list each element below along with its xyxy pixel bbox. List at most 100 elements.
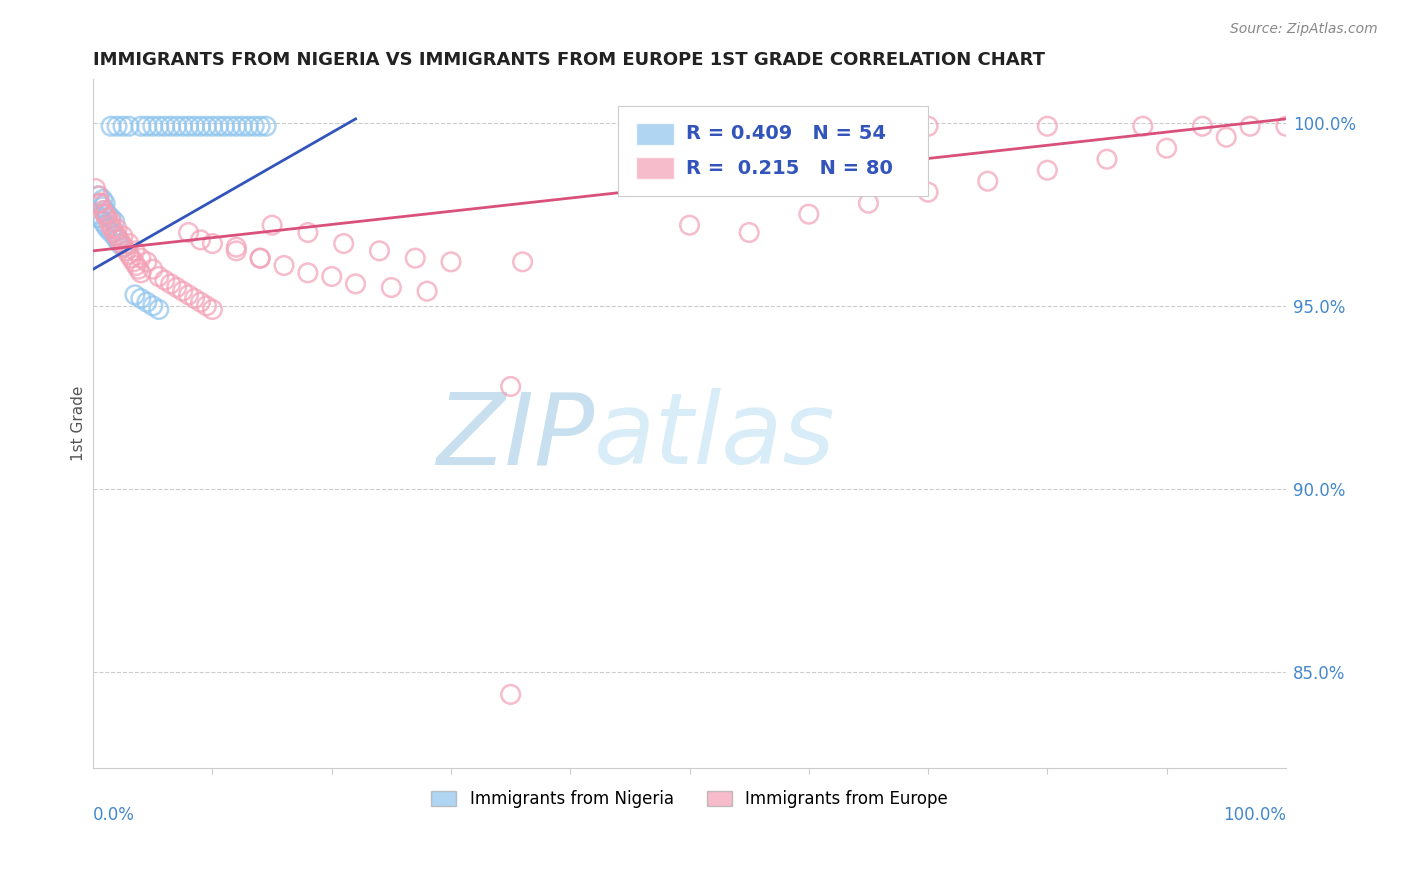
Point <box>122 255 145 269</box>
Point <box>105 222 128 236</box>
Point <box>219 120 242 134</box>
Point <box>917 120 939 134</box>
Point <box>249 251 271 265</box>
Bar <box>636 157 673 179</box>
Point <box>118 247 141 261</box>
Point <box>91 193 114 207</box>
Point <box>153 120 176 134</box>
Point <box>94 196 117 211</box>
Text: IMMIGRANTS FROM NIGERIA VS IMMIGRANTS FROM EUROPE 1ST GRADE CORRELATION CHART: IMMIGRANTS FROM NIGERIA VS IMMIGRANTS FR… <box>93 51 1045 69</box>
Point <box>177 120 200 134</box>
Point <box>344 277 367 291</box>
Point <box>96 207 118 221</box>
Point <box>183 292 205 306</box>
Point <box>112 240 135 254</box>
Point <box>1275 120 1298 134</box>
Point <box>225 244 247 258</box>
Point <box>1239 120 1261 134</box>
Point <box>111 120 134 134</box>
Point <box>201 236 224 251</box>
Point <box>89 196 111 211</box>
Point <box>129 266 152 280</box>
Point <box>91 214 114 228</box>
Point <box>368 244 391 258</box>
Point <box>96 211 118 225</box>
Point <box>440 255 463 269</box>
Point <box>207 120 229 134</box>
Point <box>172 284 194 298</box>
Point <box>172 120 194 134</box>
Point <box>332 236 354 251</box>
Point <box>105 233 128 247</box>
Point <box>159 120 181 134</box>
Point <box>94 218 117 232</box>
Point <box>135 295 157 310</box>
Point <box>129 292 152 306</box>
Point <box>678 218 700 232</box>
Point <box>104 226 127 240</box>
Point <box>91 203 114 218</box>
Point <box>135 120 157 134</box>
Point <box>1156 141 1178 155</box>
Point <box>94 207 117 221</box>
Point <box>297 226 319 240</box>
Point <box>201 120 224 134</box>
Point <box>100 226 122 240</box>
Point <box>166 120 188 134</box>
Point <box>100 120 122 134</box>
Point <box>148 269 170 284</box>
Point <box>129 251 152 265</box>
Point <box>89 211 111 225</box>
Point <box>153 273 176 287</box>
Point <box>183 120 205 134</box>
Point <box>104 214 127 228</box>
Point <box>190 233 212 247</box>
Point <box>94 207 117 221</box>
Point <box>125 259 148 273</box>
Point <box>84 207 107 221</box>
Point <box>111 240 134 254</box>
Point <box>129 120 152 134</box>
Text: R =  0.215   N = 80: R = 0.215 N = 80 <box>686 159 893 178</box>
Point <box>797 207 820 221</box>
Point <box>225 240 247 254</box>
Point <box>89 189 111 203</box>
Point <box>977 174 1000 188</box>
Point <box>249 120 271 134</box>
Point <box>108 233 131 247</box>
Point <box>1036 163 1059 178</box>
Y-axis label: 1st Grade: 1st Grade <box>72 385 86 461</box>
Point <box>243 120 266 134</box>
Point <box>142 120 165 134</box>
Point <box>214 120 236 134</box>
Point <box>201 302 224 317</box>
Point <box>917 185 939 199</box>
Point <box>159 277 181 291</box>
Point <box>177 288 200 302</box>
Point <box>108 236 131 251</box>
Point <box>1095 152 1118 166</box>
Point <box>120 251 142 265</box>
Point <box>105 229 128 244</box>
Point <box>148 120 170 134</box>
Bar <box>636 123 673 145</box>
Point <box>858 196 880 211</box>
Point <box>87 189 110 203</box>
Point <box>1132 120 1154 134</box>
Text: 0.0%: 0.0% <box>93 805 135 823</box>
Point <box>231 120 253 134</box>
Point <box>142 299 165 313</box>
Point <box>254 120 277 134</box>
Point <box>499 687 522 701</box>
Point <box>1215 130 1237 145</box>
Point <box>177 226 200 240</box>
Point <box>225 120 247 134</box>
Point <box>297 266 319 280</box>
Point <box>100 211 122 225</box>
Point <box>111 236 134 251</box>
Point <box>166 280 188 294</box>
Point <box>100 214 122 228</box>
Point <box>94 203 117 218</box>
Point <box>98 218 121 232</box>
Point <box>89 196 111 211</box>
